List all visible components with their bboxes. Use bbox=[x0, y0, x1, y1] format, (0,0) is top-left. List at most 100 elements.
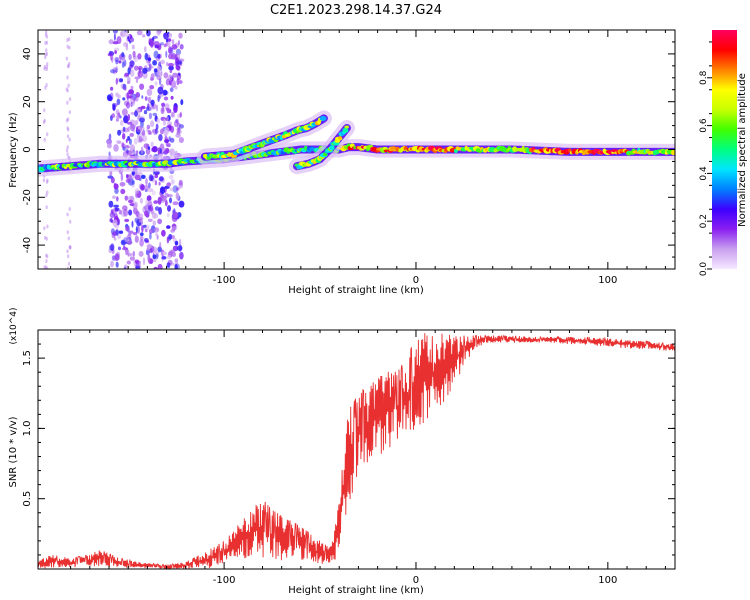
noise-speckle bbox=[132, 250, 135, 257]
noise-speckle bbox=[158, 181, 161, 186]
noise-speckle bbox=[134, 235, 139, 243]
noise-speckle bbox=[174, 258, 179, 263]
noise-speckle bbox=[66, 134, 70, 139]
noise-speckle bbox=[169, 87, 174, 93]
noise-speckle bbox=[143, 143, 149, 149]
noise-speckle bbox=[45, 236, 48, 241]
noise-speckle bbox=[139, 232, 144, 236]
noise-speckle bbox=[65, 148, 69, 153]
noise-speckle bbox=[114, 253, 119, 262]
noise-speckle bbox=[156, 104, 158, 112]
noise-speckle bbox=[163, 196, 167, 202]
colorbar-tick-label: 0.2 bbox=[699, 214, 709, 228]
noise-speckle bbox=[138, 217, 144, 221]
noise-speckle bbox=[154, 206, 160, 211]
noise-speckle bbox=[69, 245, 72, 250]
noise-speckle bbox=[126, 80, 131, 84]
noise-speckle bbox=[117, 129, 122, 136]
noise-speckle bbox=[66, 266, 70, 269]
noise-speckle bbox=[150, 120, 155, 128]
noise-speckle bbox=[178, 244, 182, 252]
noise-speckle bbox=[67, 254, 70, 259]
snr-series-line bbox=[38, 333, 675, 569]
noise-speckle bbox=[152, 112, 158, 117]
noise-speckle bbox=[160, 42, 164, 46]
noise-speckle bbox=[46, 224, 49, 229]
noise-speckle bbox=[140, 174, 146, 179]
noise-speckle bbox=[129, 144, 136, 153]
noise-speckle bbox=[110, 243, 115, 251]
noise-speckle bbox=[140, 184, 145, 191]
noise-speckle bbox=[133, 207, 138, 215]
noise-speckle bbox=[110, 209, 114, 214]
noise-speckle bbox=[175, 57, 180, 65]
noise-speckle bbox=[148, 204, 154, 212]
noise-speckle bbox=[136, 30, 143, 36]
noise-speckle bbox=[154, 81, 158, 86]
noise-speckle bbox=[152, 60, 158, 66]
noise-speckle bbox=[174, 85, 178, 90]
colorbar-tick-label: 0.4 bbox=[699, 166, 709, 181]
noise-speckle bbox=[147, 187, 154, 193]
spectrogram-ytick-label: 20 bbox=[22, 95, 33, 108]
noise-speckle bbox=[43, 265, 46, 269]
noise-speckle bbox=[45, 34, 49, 39]
noise-speckle bbox=[124, 30, 129, 38]
snr-xtick-label: 0 bbox=[413, 575, 419, 586]
noise-speckle bbox=[176, 212, 182, 218]
noise-speckle bbox=[153, 50, 159, 59]
noise-speckle bbox=[168, 62, 174, 67]
noise-speckle bbox=[114, 188, 119, 194]
noise-speckle bbox=[138, 250, 144, 257]
noise-speckle bbox=[169, 197, 172, 204]
noise-speckle bbox=[175, 192, 180, 200]
noise-speckle bbox=[113, 183, 119, 190]
noise-speckle bbox=[169, 69, 173, 74]
noise-speckle bbox=[163, 32, 169, 40]
noise-speckle bbox=[67, 236, 71, 241]
noise-speckle bbox=[141, 135, 148, 142]
noise-speckle bbox=[111, 113, 116, 118]
noise-speckle bbox=[68, 207, 71, 211]
noise-speckle bbox=[156, 118, 160, 124]
noise-speckle bbox=[139, 239, 144, 247]
noise-speckle bbox=[162, 118, 167, 126]
noise-speckle bbox=[147, 57, 152, 61]
noise-speckle bbox=[166, 115, 169, 122]
noise-speckle bbox=[168, 33, 172, 37]
noise-speckle bbox=[106, 143, 112, 149]
noise-speckle bbox=[66, 100, 69, 105]
noise-speckle bbox=[127, 239, 133, 245]
noise-speckle bbox=[67, 83, 70, 88]
noise-speckle bbox=[171, 44, 178, 50]
noise-speckle bbox=[165, 62, 169, 67]
noise-speckle bbox=[154, 174, 159, 179]
noise-speckle bbox=[178, 124, 184, 129]
noise-speckle bbox=[153, 213, 159, 219]
noise-speckle bbox=[147, 218, 153, 222]
noise-speckle bbox=[128, 209, 133, 216]
noise-speckle bbox=[170, 235, 176, 239]
noise-speckle bbox=[112, 104, 116, 111]
noise-speckle bbox=[160, 128, 164, 135]
noise-speckle bbox=[44, 40, 47, 45]
noise-speckle bbox=[144, 96, 148, 101]
noise-speckle bbox=[138, 219, 143, 223]
noise-speckle bbox=[155, 253, 159, 260]
noise-speckle bbox=[44, 52, 47, 57]
noise-speckle bbox=[46, 132, 49, 137]
noise-speckle bbox=[141, 95, 144, 99]
noise-speckle bbox=[135, 150, 139, 155]
noise-speckle bbox=[44, 85, 47, 90]
noise-speckle bbox=[135, 79, 139, 83]
noise-speckle bbox=[110, 86, 114, 91]
noise-speckle bbox=[66, 230, 70, 235]
spectrogram-ytick-label: 40 bbox=[22, 48, 33, 61]
noise-speckle bbox=[175, 118, 179, 124]
noise-speckle bbox=[123, 115, 129, 124]
noise-speckle bbox=[151, 246, 158, 253]
noise-speckle bbox=[144, 228, 148, 233]
noise-speckle bbox=[139, 117, 145, 123]
noise-speckle bbox=[120, 30, 126, 38]
noise-speckle bbox=[155, 251, 160, 255]
